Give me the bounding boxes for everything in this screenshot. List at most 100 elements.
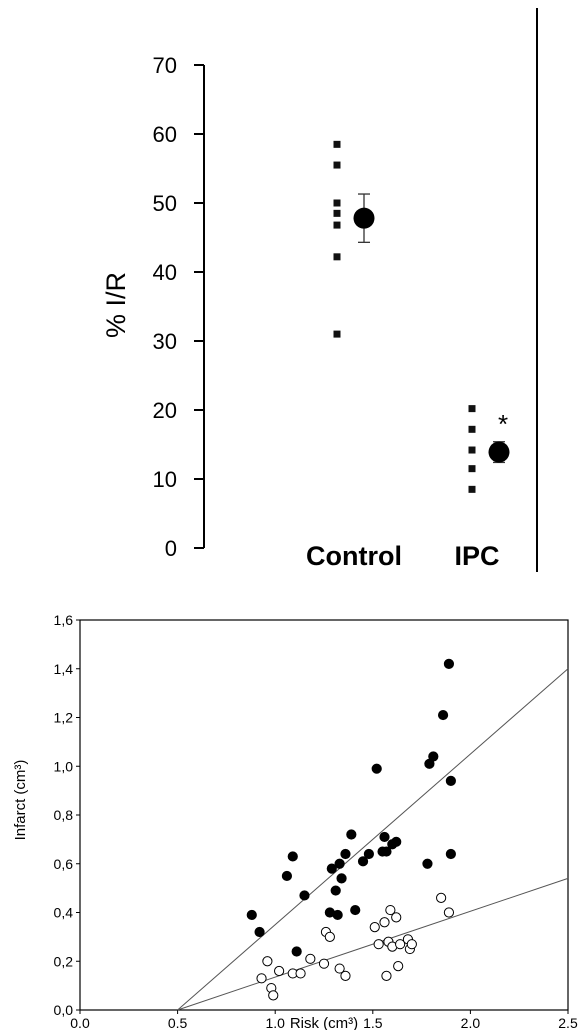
category-label-control: Control [306, 541, 402, 571]
data-point-filled [445, 775, 456, 786]
infarct-risk-chart: 0,0 0,2 0,4 0,6 0,8 1,0 1,2 1,4 1,6 0.0 0.5 1.0 1.5… [12, 612, 578, 1030]
data-point-open [385, 904, 396, 916]
data-point [468, 425, 476, 433]
y-tick-label: 1,0 [54, 758, 74, 774]
data-point-filled [287, 851, 298, 862]
data-point-open [334, 963, 345, 974]
data-point [468, 485, 476, 493]
data-point-open [318, 958, 330, 969]
data-point-open [262, 956, 273, 967]
data-point-filled [437, 709, 449, 721]
data-point-filled [391, 836, 402, 847]
data-point-filled [428, 751, 439, 762]
data-point-open [381, 970, 392, 981]
data-point [333, 161, 341, 169]
x-tick-label: 0.5 [168, 1015, 188, 1030]
data-point-filled [381, 846, 392, 857]
data-point [468, 446, 476, 454]
ir-percent-chart: 0 10 20 30 40 50 60 70 % I/R Control IPC * [101, 8, 538, 572]
data-point-filled [332, 909, 343, 921]
y-tick-label: 20 [153, 398, 177, 423]
data-points [246, 658, 456, 1001]
data-point-open [436, 892, 447, 903]
x-axis-label: Risk (cm³) [290, 1015, 358, 1030]
data-point-filled [299, 890, 310, 901]
y-tick-label: 1,2 [54, 710, 74, 726]
regression-line-open [177, 877, 569, 1011]
y-tick-label: 0,8 [54, 807, 74, 823]
data-point-filled [330, 885, 341, 896]
y-tick-label: 10 [153, 467, 177, 492]
data-point-filled [281, 870, 293, 882]
y-tick-label: 0 [165, 536, 177, 561]
data-point [468, 405, 476, 413]
data-point-filled [291, 946, 302, 957]
data-point-filled [422, 858, 433, 869]
category-label-ipc: IPC [454, 541, 499, 571]
data-point-open [268, 990, 279, 1001]
significance-marker: * [498, 409, 508, 439]
data-point-open [274, 965, 285, 977]
y-tick-label: 0,4 [54, 905, 74, 921]
data-point [333, 221, 341, 229]
y-tick-label: 0,6 [54, 856, 74, 872]
y-tick-label: 60 [153, 122, 177, 147]
y-tick-label: 0,2 [54, 953, 74, 969]
data-point [333, 209, 341, 217]
x-tick-label: 1.0 [265, 1015, 285, 1030]
data-point-filled [254, 926, 265, 938]
data-point-open [340, 970, 351, 981]
data-point-filled [246, 909, 257, 921]
data-point-open [305, 953, 316, 964]
data-point-filled [326, 863, 337, 874]
mean-marker [353, 207, 375, 229]
y-axis-label: Infarct (cm³) [12, 760, 29, 841]
y-tick-label: 50 [153, 191, 177, 216]
data-point-open [373, 939, 384, 950]
data-point-open [379, 917, 390, 928]
y-tick-label: 1,4 [54, 661, 74, 677]
x-tick-label: 0.0 [70, 1015, 90, 1030]
data-point-filled [443, 658, 455, 669]
data-point-filled [357, 856, 369, 867]
data-point-filled [379, 831, 390, 843]
data-point [333, 253, 341, 261]
mean-marker [488, 441, 510, 463]
y-tick-label: 40 [153, 260, 177, 285]
x-ticks: 0.0 0.5 1.0 1.5 2.0 2.5 [70, 1010, 578, 1030]
data-point-open [295, 968, 306, 979]
y-tick-label: 70 [153, 53, 177, 78]
data-points [333, 140, 476, 493]
data-point [468, 465, 476, 473]
data-point [333, 330, 341, 338]
group-means [353, 193, 510, 464]
data-point-filled [336, 873, 347, 884]
data-point-filled [334, 858, 345, 869]
data-point [333, 199, 341, 207]
x-tick-label: 2.0 [461, 1015, 481, 1030]
data-point-filled [445, 848, 456, 860]
data-point-filled [350, 904, 361, 916]
data-point-open [393, 961, 404, 972]
data-point-filled [340, 848, 351, 860]
y-ticks: 0 10 20 30 40 50 60 70 [153, 53, 204, 561]
data-point-open [256, 973, 267, 984]
data-point-filled [371, 763, 382, 774]
y-tick-label: 1,6 [54, 612, 74, 628]
data-point-filled [346, 829, 357, 840]
y-axis-label: % I/R [101, 272, 131, 338]
data-point [333, 140, 341, 148]
y-ticks: 0,0 0,2 0,4 0,6 0,8 1,0 1,2 1,4 1,6 [54, 612, 80, 1018]
y-tick-label: 30 [153, 329, 177, 354]
data-point-open [395, 939, 406, 950]
data-point-open [391, 912, 402, 923]
x-tick-label: 2.5 [558, 1015, 578, 1030]
data-point-open [406, 939, 417, 950]
y-tick-label: 0,0 [54, 1002, 74, 1018]
data-point-open [443, 907, 455, 918]
regression-lines [177, 668, 569, 1011]
data-point-open [324, 931, 335, 942]
x-tick-label: 1.5 [363, 1015, 383, 1030]
regression-line-filled [177, 668, 569, 1011]
